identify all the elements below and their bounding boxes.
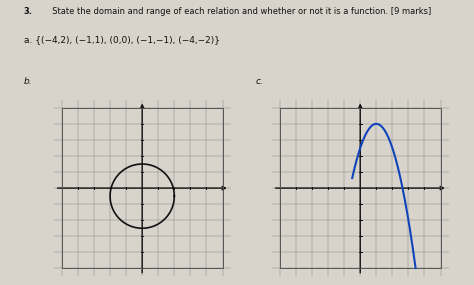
Text: a. {(−4,2), (−1,1), (0,0), (−1,−1), (−4,−2)}: a. {(−4,2), (−1,1), (0,0), (−1,−1), (−4,… bbox=[24, 36, 220, 45]
Text: 3.: 3. bbox=[24, 7, 33, 16]
Text: b.: b. bbox=[24, 77, 32, 86]
Text: State the domain and range of each relation and whether or not it is a function.: State the domain and range of each relat… bbox=[47, 7, 432, 16]
Text: c.: c. bbox=[256, 77, 264, 86]
